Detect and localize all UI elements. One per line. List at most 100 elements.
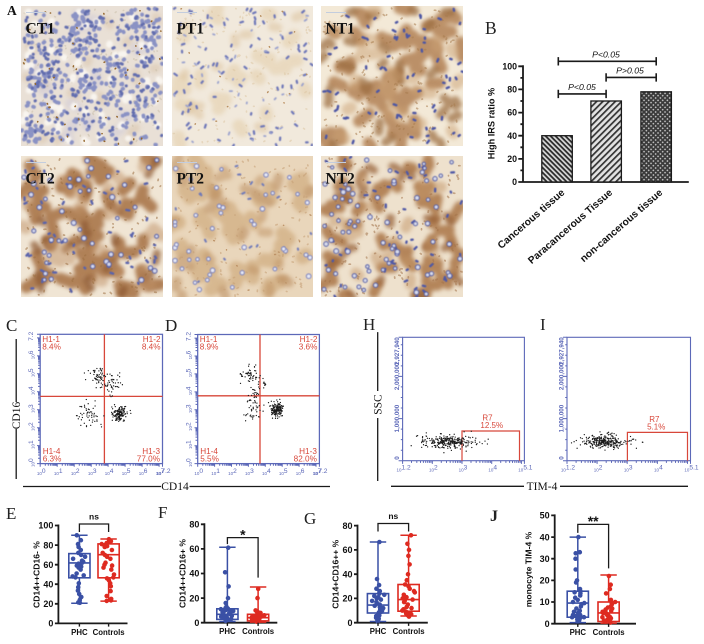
svg-text:20: 20	[43, 599, 53, 609]
svg-text:102: 102	[594, 465, 603, 473]
svg-text:Controls: Controls	[393, 627, 426, 636]
svg-text:20: 20	[189, 593, 199, 603]
svg-text:CD14: CD14	[161, 481, 189, 493]
svg-text:2,927,940: 2,927,940	[394, 337, 401, 365]
svg-text:60: 60	[43, 560, 53, 570]
svg-text:B: B	[485, 18, 497, 38]
svg-text:20: 20	[540, 576, 550, 586]
svg-text:H1-4: H1-4	[43, 447, 61, 456]
svg-text:C: C	[6, 316, 17, 335]
svg-text:1,000,000: 1,000,000	[559, 404, 566, 432]
svg-text:*: *	[240, 526, 246, 542]
svg-text:6.3%: 6.3%	[43, 455, 62, 464]
svg-text:CD14++CD16- %: CD14++CD16- %	[31, 541, 41, 608]
svg-text:CD16: CD16	[11, 402, 23, 430]
svg-text:monocyte TIM-4 %: monocyte TIM-4 %	[524, 531, 534, 607]
svg-text:101: 101	[28, 440, 36, 449]
svg-text:8.4%: 8.4%	[42, 342, 61, 351]
svg-text:100: 100	[37, 468, 46, 476]
svg-text:NT1: NT1	[326, 21, 355, 38]
svg-text:P<0.05: P<0.05	[592, 50, 620, 60]
svg-text:TIM-4: TIM-4	[527, 481, 558, 493]
svg-text:7.2: 7.2	[185, 332, 192, 341]
svg-text:106: 106	[185, 350, 193, 359]
svg-text:0: 0	[545, 619, 550, 629]
svg-text:106: 106	[28, 350, 36, 359]
svg-text:12.5%: 12.5%	[480, 421, 503, 430]
svg-text:100: 100	[194, 468, 203, 476]
svg-text:H1-2: H1-2	[143, 335, 161, 344]
svg-text:H1-2: H1-2	[300, 335, 318, 344]
svg-text:104: 104	[262, 468, 271, 476]
svg-text:2,000,000: 2,000,000	[394, 362, 401, 390]
svg-text:0: 0	[394, 456, 401, 460]
svg-text:40: 40	[189, 569, 199, 579]
svg-text:0: 0	[48, 619, 53, 629]
svg-text:77.0%: 77.0%	[137, 455, 160, 464]
svg-text:I: I	[540, 315, 546, 334]
svg-text:P>0.05: P>0.05	[616, 66, 644, 76]
svg-text:107.2: 107.2	[156, 468, 171, 476]
svg-text:40: 40	[540, 532, 550, 542]
svg-text:101: 101	[211, 468, 220, 476]
svg-text:PT1: PT1	[177, 21, 205, 38]
svg-text:104: 104	[185, 386, 193, 395]
svg-text:102: 102	[228, 468, 237, 476]
svg-text:102: 102	[185, 422, 193, 431]
svg-text:103: 103	[185, 404, 193, 413]
svg-text:102: 102	[71, 468, 80, 476]
svg-text:60: 60	[342, 545, 352, 555]
svg-text:SSC: SSC	[373, 394, 385, 415]
svg-text:CD14+CD16++ %: CD14+CD16++ %	[331, 539, 341, 608]
svg-text:102: 102	[429, 465, 438, 473]
svg-text:10: 10	[540, 597, 550, 607]
svg-text:30: 30	[540, 554, 550, 564]
svg-text:104: 104	[654, 465, 663, 473]
svg-text:105: 105	[185, 368, 193, 377]
svg-text:**: **	[588, 513, 599, 529]
svg-text:103: 103	[28, 404, 36, 413]
svg-text:H1-4: H1-4	[200, 447, 218, 456]
svg-text:103: 103	[245, 468, 254, 476]
svg-text:CD14++CD16+ %: CD14++CD16+ %	[177, 539, 187, 608]
svg-text:107.2: 107.2	[313, 468, 328, 476]
svg-text:PHC: PHC	[71, 628, 88, 637]
svg-text:H: H	[363, 315, 375, 334]
svg-text:CT1: CT1	[26, 21, 55, 38]
svg-text:PHC: PHC	[219, 627, 236, 636]
svg-text:0: 0	[512, 177, 517, 187]
svg-text:G: G	[304, 509, 316, 528]
svg-text:Controls: Controls	[242, 627, 275, 636]
svg-text:0: 0	[347, 618, 352, 628]
svg-text:Controls: Controls	[93, 628, 126, 637]
svg-text:Controls: Controls	[593, 628, 626, 637]
svg-text:1,000,000: 1,000,000	[394, 404, 401, 432]
svg-text:60: 60	[507, 108, 517, 118]
svg-text:104: 104	[488, 465, 497, 473]
svg-text:E: E	[6, 504, 16, 523]
svg-text:0: 0	[559, 456, 566, 460]
svg-text:P<0.05: P<0.05	[568, 82, 596, 92]
svg-text:20: 20	[507, 154, 517, 164]
svg-text:40: 40	[43, 579, 53, 589]
svg-text:80: 80	[43, 540, 53, 550]
svg-text:105: 105	[28, 368, 36, 377]
svg-text:D: D	[165, 316, 177, 335]
svg-text:105.1: 105.1	[684, 465, 699, 473]
svg-text:105.1: 105.1	[518, 465, 533, 473]
svg-text:5.1%: 5.1%	[647, 422, 665, 431]
svg-text:104: 104	[105, 468, 114, 476]
svg-text:106: 106	[139, 468, 148, 476]
svg-text:5.5%: 5.5%	[200, 455, 219, 464]
svg-text:107: 107	[156, 468, 165, 476]
svg-text:7.2: 7.2	[28, 331, 35, 340]
svg-text:100: 100	[28, 458, 36, 467]
svg-text:80: 80	[189, 520, 199, 530]
svg-text:100: 100	[38, 521, 53, 531]
svg-text:H1-3: H1-3	[142, 447, 160, 456]
svg-text:A: A	[7, 3, 17, 18]
svg-text:40: 40	[342, 569, 352, 579]
svg-text:104: 104	[28, 386, 36, 395]
svg-text:100: 100	[185, 458, 193, 467]
svg-text:ns: ns	[89, 512, 99, 522]
